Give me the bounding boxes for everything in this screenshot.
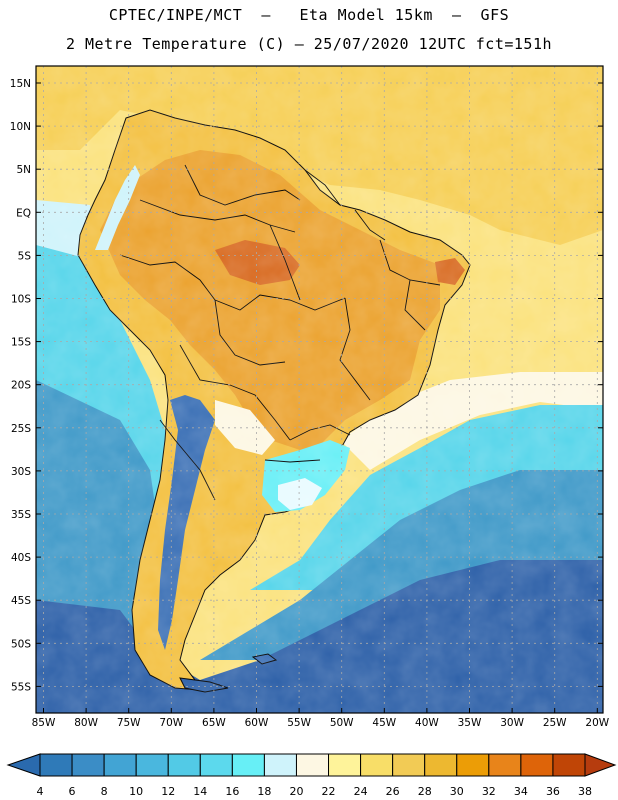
colorbar-cell: [488, 753, 522, 777]
colorbar-tick-label: 28: [418, 785, 432, 798]
colorbar-tick-label: 16: [225, 785, 239, 798]
latitude-label: 55S: [11, 681, 31, 693]
graticule: [36, 66, 603, 713]
colorbar-cell: [552, 753, 586, 777]
latitude-label: 30S: [11, 466, 31, 478]
colorbar-cell: [199, 753, 233, 777]
colorbar-cell: [39, 753, 73, 777]
colorbar-tick-label: 26: [386, 785, 400, 798]
colorbar-cell: [520, 753, 554, 777]
colorbar-tick-label: 22: [322, 785, 336, 798]
longitude-label: 45W: [372, 717, 396, 729]
map-title-line2: 2 Metre Temperature (C) – 25/07/2020 12U…: [65, 35, 553, 53]
latitude-label: 5S: [18, 250, 32, 262]
colorbar-tick-label: 18: [257, 785, 271, 798]
colorbar-low-arrow: [6, 753, 41, 777]
longitude-label: 60W: [245, 717, 269, 729]
colorbar-cell: [103, 753, 137, 777]
longitude-label: 85W: [32, 717, 56, 729]
temperature-colorbar: 4 6 8 10 12 14 16 18 20 22 24 26 28 30 32 34 36 38: [6, 753, 617, 798]
colorbar-cell: [360, 753, 394, 777]
latitude-label: 40S: [11, 552, 31, 564]
longitude-label: 70W: [159, 717, 183, 729]
longitude-label: 75W: [117, 717, 141, 729]
latitude-labels: 15N 10N 5N EQ 5S 10S 15S 20S 25S 30S 35S 40S 45S 50S 5…: [10, 78, 603, 693]
colorbar-tick-label: 8: [101, 785, 108, 798]
latitude-label: 15S: [11, 337, 31, 349]
colorbar-tick-label: 30: [450, 785, 464, 798]
map-frame: [35, 65, 604, 714]
colorbar-tick-label: 20: [289, 785, 303, 798]
colorbar-tick-label: 36: [546, 785, 560, 798]
latitude-label: 50S: [11, 638, 31, 650]
latitude-label: 25S: [11, 423, 31, 435]
colorbar-cell: [135, 753, 169, 777]
longitude-label: 35W: [458, 717, 482, 729]
map-panel: [36, 66, 603, 713]
colorbar-cell: [456, 753, 490, 777]
latitude-label: 10S: [11, 294, 31, 306]
map-title-line1: CPTEC/INPE/MCT – Eta Model 15km – GFS: [108, 6, 510, 24]
colorbar-tick-label: 34: [514, 785, 528, 798]
latitude-label: 10N: [10, 121, 31, 133]
longitude-labels: 85W 80W 75W 70W 65W 60W 55W 50W 45W 40W 35W 30W 25W 2…: [32, 708, 610, 729]
colorbar-cell: [167, 753, 201, 777]
colorbar-cell: [392, 753, 426, 777]
colorbar-tick-label: 4: [37, 785, 44, 798]
latitude-label: 5N: [16, 164, 31, 176]
colorbar-tick-label: 12: [161, 785, 175, 798]
longitude-label: 55W: [287, 717, 311, 729]
longitude-label: 65W: [202, 717, 226, 729]
latitude-label: 15N: [10, 78, 31, 90]
colorbar-tick-label: 10: [129, 785, 143, 798]
colorbar-high-arrow: [584, 753, 617, 777]
colorbar-cell: [328, 753, 362, 777]
longitude-label: 80W: [74, 717, 98, 729]
colorbar-cell: [424, 753, 458, 777]
colorbar-tick-label: 6: [69, 785, 76, 798]
longitude-label: 25W: [543, 717, 567, 729]
colorbar-tick-label: 38: [578, 785, 592, 798]
latitude-label: 20S: [11, 380, 31, 392]
colorbar-cell: [295, 753, 330, 777]
latitude-label: EQ: [16, 207, 31, 219]
longitude-label: 30W: [500, 717, 524, 729]
longitude-label: 50W: [330, 717, 354, 729]
model-texture-overlay: [36, 66, 603, 713]
latitude-label: 35S: [11, 509, 31, 521]
colorbar-tick-label: 14: [193, 785, 207, 798]
latitude-label: 45S: [11, 595, 31, 607]
colorbar-cell: [71, 753, 105, 777]
longitude-label: 40W: [415, 717, 439, 729]
colorbar-tick-label: 32: [482, 785, 496, 798]
colorbar-cell: [231, 753, 265, 777]
colorbar-cell: [263, 753, 297, 777]
longitude-label: 20W: [585, 717, 609, 729]
colorbar-tick-label: 24: [354, 785, 368, 798]
